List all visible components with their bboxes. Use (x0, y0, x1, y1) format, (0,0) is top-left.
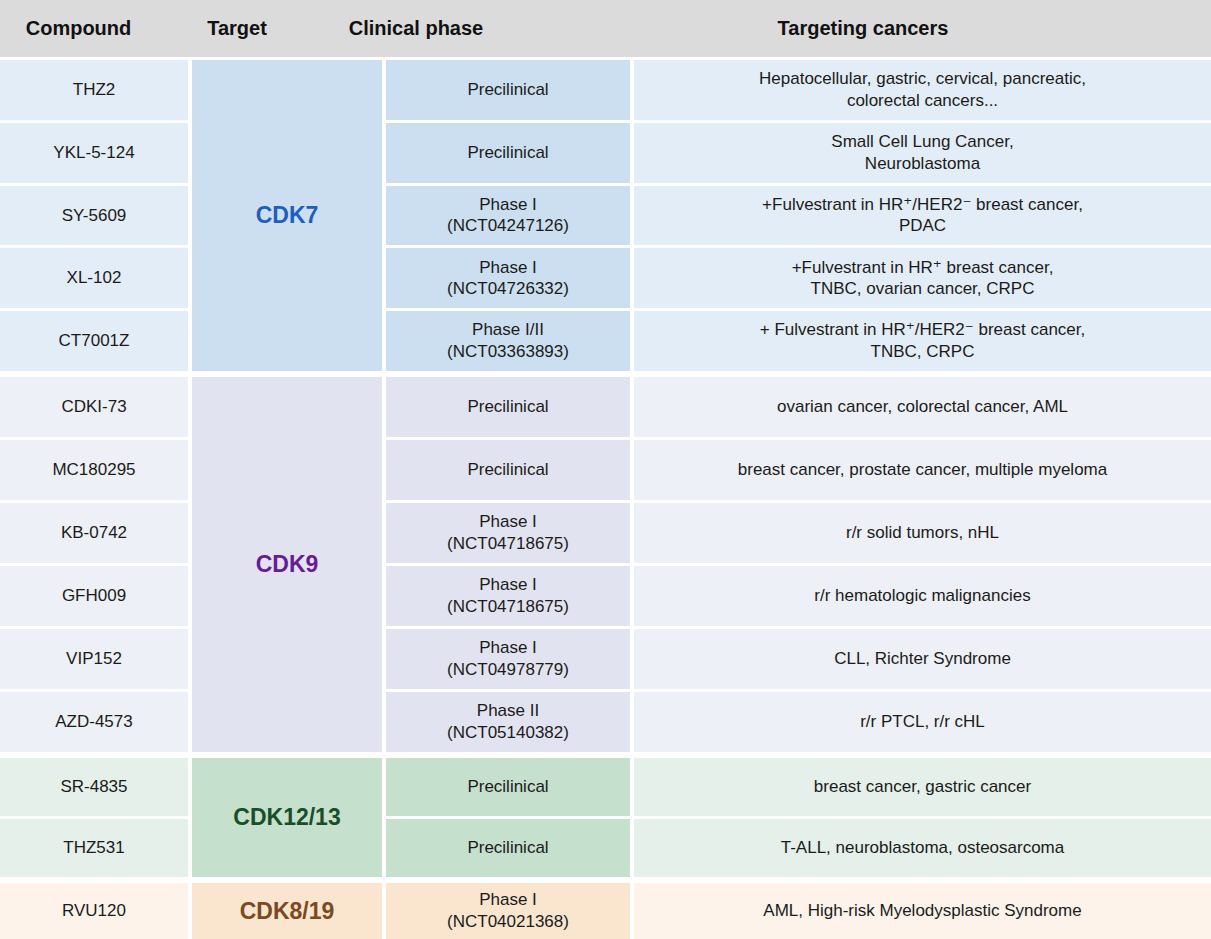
clinical-phase-column: Precilinical Precilinical Phase I (NCT04… (386, 60, 630, 371)
cancers-cell: +Fulvestrant in HR⁺/HER2⁻ breast cancer,… (634, 186, 1211, 246)
cancers-cell: r/r hematologic malignancies (634, 566, 1211, 626)
phase-cell: Phase II (NCT05140382) (386, 692, 630, 752)
cancers-cell: Small Cell Lung Cancer, Neuroblastoma (634, 123, 1211, 183)
compound-cell: RVU120 (0, 883, 188, 939)
target-group-cdk12-13: SR-4835 THZ531 CDK12/13 Precilinical Pre… (0, 758, 1211, 877)
cancers-cell: r/r solid tumors, nHL (634, 503, 1211, 563)
phase-cell: Phase I (NCT04718675) (386, 503, 630, 563)
phase-cell: Precilinical (386, 123, 630, 183)
target-group-cdk9: CDKI-73 MC180295 KB-0742 GFH009 VIP152 A… (0, 377, 1211, 752)
phase-cell: Precilinical (386, 440, 630, 500)
target-cell-cdk9: CDK9 (192, 377, 382, 752)
compound-cell: MC180295 (0, 440, 188, 500)
compound-cell: GFH009 (0, 566, 188, 626)
compound-cell: KB-0742 (0, 503, 188, 563)
compound-column: THZ2 YKL-5-124 SY-5609 XL-102 CT7001Z (0, 60, 188, 371)
compound-cell: VIP152 (0, 629, 188, 689)
column-header-clinical-phase: Clinical phase (317, 0, 515, 57)
phase-cell: Phase I (NCT04978779) (386, 629, 630, 689)
table-header: Compound Target Clinical phase Targeting… (0, 0, 1211, 57)
phase-cell: Precilinical (386, 758, 630, 816)
compound-column: SR-4835 THZ531 (0, 758, 188, 877)
compound-cell: SR-4835 (0, 758, 188, 816)
cdk-inhibitor-table: Compound Target Clinical phase Targeting… (0, 0, 1211, 939)
cancers-cell: +Fulvestrant in HR⁺ breast cancer, TNBC,… (634, 248, 1211, 308)
compound-cell: YKL-5-124 (0, 123, 188, 183)
compound-cell: AZD-4573 (0, 692, 188, 752)
phase-cell: Phase I (NCT04718675) (386, 566, 630, 626)
targeting-cancers-column: ovarian cancer, colorectal cancer, AML b… (634, 377, 1211, 752)
phase-cell: Phase I (NCT04247126) (386, 186, 630, 246)
phase-cell: Phase I (NCT04726332) (386, 248, 630, 308)
cancers-cell: + Fulvestrant in HR⁺/HER2⁻ breast cancer… (634, 311, 1211, 371)
target-group-cdk7: THZ2 YKL-5-124 SY-5609 XL-102 CT7001Z CD… (0, 60, 1211, 371)
cancers-cell: breast cancer, gastric cancer (634, 758, 1211, 816)
clinical-phase-column: Precilinical Precilinical (386, 758, 630, 877)
phase-cell: Phase I/II (NCT03363893) (386, 311, 630, 371)
compound-cell: CT7001Z (0, 311, 188, 371)
compound-cell: SY-5609 (0, 186, 188, 246)
phase-cell: Phase I (NCT04021368) (386, 883, 630, 939)
column-header-targeting-cancers: Targeting cancers (515, 0, 1211, 57)
compound-cell: THZ531 (0, 819, 188, 877)
cancers-cell: breast cancer, prostate cancer, multiple… (634, 440, 1211, 500)
cancers-cell: CLL, Richter Syndrome (634, 629, 1211, 689)
compound-cell: CDKI-73 (0, 377, 188, 437)
compound-cell: THZ2 (0, 60, 188, 120)
column-header-compound: Compound (0, 0, 157, 57)
compound-column: CDKI-73 MC180295 KB-0742 GFH009 VIP152 A… (0, 377, 188, 752)
phase-cell: Precilinical (386, 819, 630, 877)
compound-column: RVU120 (0, 883, 188, 939)
cancers-cell: T-ALL, neuroblastoma, osteosarcoma (634, 819, 1211, 877)
column-header-target: Target (157, 0, 317, 57)
target-cell-cdk7: CDK7 (192, 60, 382, 371)
cancers-cell: AML, High-risk Myelodysplastic Syndrome (634, 883, 1211, 939)
targeting-cancers-column: Hepatocellular, gastric, cervical, pancr… (634, 60, 1211, 371)
cancers-cell: ovarian cancer, colorectal cancer, AML (634, 377, 1211, 437)
targeting-cancers-column: AML, High-risk Myelodysplastic Syndrome (634, 883, 1211, 939)
target-cell-cdk12-13: CDK12/13 (192, 758, 382, 877)
compound-cell: XL-102 (0, 248, 188, 308)
cancers-cell: r/r PTCL, r/r cHL (634, 692, 1211, 752)
clinical-phase-column: Phase I (NCT04021368) (386, 883, 630, 939)
target-group-cdk8-19: RVU120 CDK8/19 Phase I (NCT04021368) AML… (0, 883, 1211, 939)
cancers-cell: Hepatocellular, gastric, cervical, pancr… (634, 60, 1211, 120)
phase-cell: Precilinical (386, 377, 630, 437)
target-cell-cdk8-19: CDK8/19 (192, 883, 382, 939)
clinical-phase-column: Precilinical Precilinical Phase I (NCT04… (386, 377, 630, 752)
targeting-cancers-column: breast cancer, gastric cancer T-ALL, neu… (634, 758, 1211, 877)
phase-cell: Precilinical (386, 60, 630, 120)
